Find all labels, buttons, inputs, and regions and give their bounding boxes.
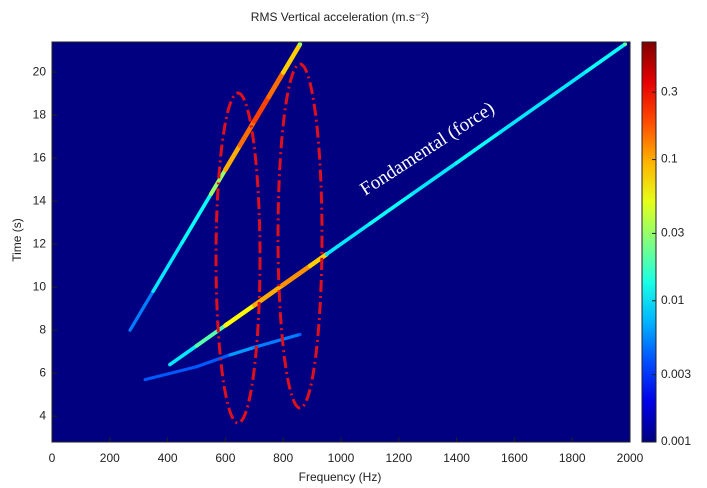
x-tick-label: 1400: [443, 451, 470, 465]
ridge-segment: [280, 263, 313, 288]
y-tick-label: 6: [39, 365, 46, 379]
y-tick-label: 4: [39, 408, 46, 422]
ridge-segment: [324, 221, 372, 257]
ridge-segment: [180, 192, 213, 245]
colorbar-tick-label: 0.003: [661, 367, 691, 381]
y-axis-label: Time (s): [10, 218, 24, 262]
ridge-segment: [454, 130, 502, 165]
highlight-ellipse: [276, 62, 324, 410]
ridge-segment: [168, 344, 199, 367]
colorbar-tick-label: 0.01: [661, 293, 685, 307]
x-tick-label: 2000: [617, 451, 644, 465]
ridge-point: [297, 42, 302, 47]
colorbar: [641, 41, 657, 443]
ridge-segment: [194, 353, 232, 369]
ridge-segment: [252, 332, 302, 349]
x-tick-label: 0: [49, 451, 56, 465]
y-tick-label: 12: [33, 236, 47, 250]
chart-title: RMS Vertical acceleration (m.s⁻²): [251, 10, 429, 24]
x-axis-label: Frequency (Hz): [299, 470, 382, 484]
y-tick-label: 18: [33, 107, 47, 121]
colorbar-tick-label: 0.001: [661, 434, 691, 448]
y-tick-label: 14: [33, 193, 47, 207]
ridge-segment: [237, 118, 257, 148]
ridge-point: [298, 332, 302, 337]
y-tick-label: 16: [33, 150, 47, 164]
y-tick-label: 20: [33, 64, 47, 78]
x-tick-label: 200: [100, 451, 120, 465]
x-tick-label: 600: [215, 451, 235, 465]
ridge-segment: [223, 303, 257, 328]
colorbar-tick-label: 0.03: [661, 226, 685, 240]
x-tick-label: 1600: [501, 451, 528, 465]
x-tick-label: 1000: [328, 451, 355, 465]
ridge-segment: [541, 69, 589, 104]
ridge-segment: [307, 252, 329, 269]
ridge-segment: [280, 42, 303, 75]
ridges: [128, 42, 628, 382]
ridge-segment: [228, 345, 256, 357]
ridge-segment: [266, 70, 286, 100]
ridge-segment: [143, 365, 199, 382]
y-tick-label: 10: [33, 279, 47, 293]
colorbar-tick-label: 0.1: [661, 152, 678, 166]
colorbar-tick-label: 0.3: [661, 84, 678, 98]
x-tick-label: 800: [273, 451, 293, 465]
ridge-segment: [584, 42, 627, 74]
ridge-segment: [498, 100, 546, 135]
ridge-segment: [223, 143, 243, 173]
ridge-segment: [151, 240, 184, 294]
ridge-segment: [251, 94, 272, 124]
x-tick-label: 400: [158, 451, 178, 465]
ridge-point: [623, 42, 628, 47]
x-tick-label: 1200: [385, 451, 412, 465]
highlight-ellipse: [214, 91, 262, 425]
ridge-segment: [411, 161, 459, 195]
ridge-segment: [368, 191, 416, 226]
ridge-segment: [208, 167, 228, 197]
x-tick-label: 1800: [559, 451, 586, 465]
y-tick-label: 8: [39, 322, 46, 336]
ridge-segment: [128, 289, 155, 332]
ridge-segment: [194, 323, 228, 348]
